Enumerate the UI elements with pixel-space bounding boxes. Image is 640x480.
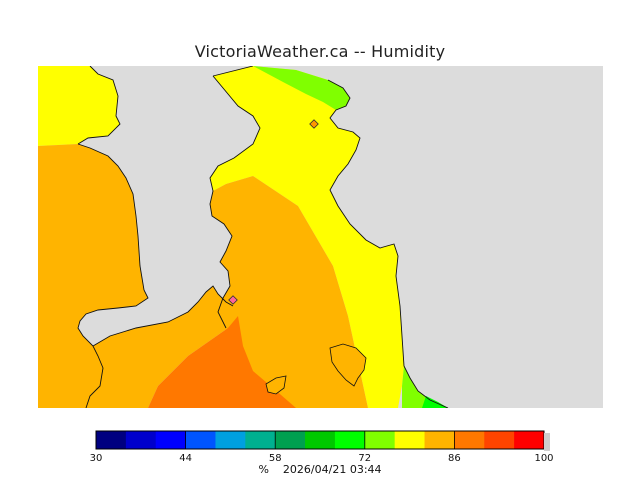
legend-tick-label: 72 xyxy=(358,453,371,464)
humidity-zone-orange-south xyxy=(86,286,238,408)
legend-timestamp: 2026/04/21 03:44 xyxy=(282,463,382,476)
island-south xyxy=(265,375,287,395)
humidity-zone-orange-west xyxy=(38,144,148,408)
station-marker-south xyxy=(228,295,238,305)
humidity-zone-yellow-peninsula xyxy=(210,66,404,408)
legend-swatch xyxy=(514,431,545,449)
island-east xyxy=(329,343,367,387)
legend-swatch xyxy=(334,431,366,449)
legend-swatch xyxy=(364,431,396,449)
legend-tick-label: 30 xyxy=(90,453,103,464)
page-title: VictoriaWeather.ca -- Humidity xyxy=(194,42,446,61)
legend-swatch xyxy=(454,431,485,449)
legend-tick-label: 100 xyxy=(534,453,553,464)
legend-swatch xyxy=(155,431,187,449)
humidity-zone-orange-peninsula xyxy=(210,176,368,408)
humidity-zone-dark-orange xyxy=(148,316,296,408)
legend-shadow xyxy=(544,433,550,451)
legend-tick-label: 58 xyxy=(269,453,282,464)
humidity-legend: 30 44 58 72 86 100 xyxy=(90,430,554,464)
legend-footer: % 2026/04/21 03:44 xyxy=(0,463,640,476)
legend-swatch xyxy=(305,431,336,449)
humidity-map xyxy=(38,66,603,408)
legend-tick-label: 44 xyxy=(179,453,192,464)
legend-swatch xyxy=(275,431,306,449)
legend-swatch xyxy=(185,431,216,449)
humidity-zone-yellow-northwest xyxy=(38,66,120,146)
legend-swatch xyxy=(394,431,426,449)
legend-unit: % xyxy=(258,463,269,476)
legend-swatch xyxy=(96,431,127,449)
coastline xyxy=(77,66,449,408)
legend-swatch xyxy=(215,431,246,449)
legend-swatch xyxy=(484,431,515,449)
legend-swatch xyxy=(245,431,276,449)
station-marker-north xyxy=(309,119,319,129)
legend-swatch xyxy=(424,431,455,449)
legend-tick-label: 86 xyxy=(448,453,461,464)
legend-swatch xyxy=(125,431,157,449)
humidity-zone-green-north xyxy=(253,66,350,110)
humidity-zone-green-southeast xyxy=(402,366,448,408)
